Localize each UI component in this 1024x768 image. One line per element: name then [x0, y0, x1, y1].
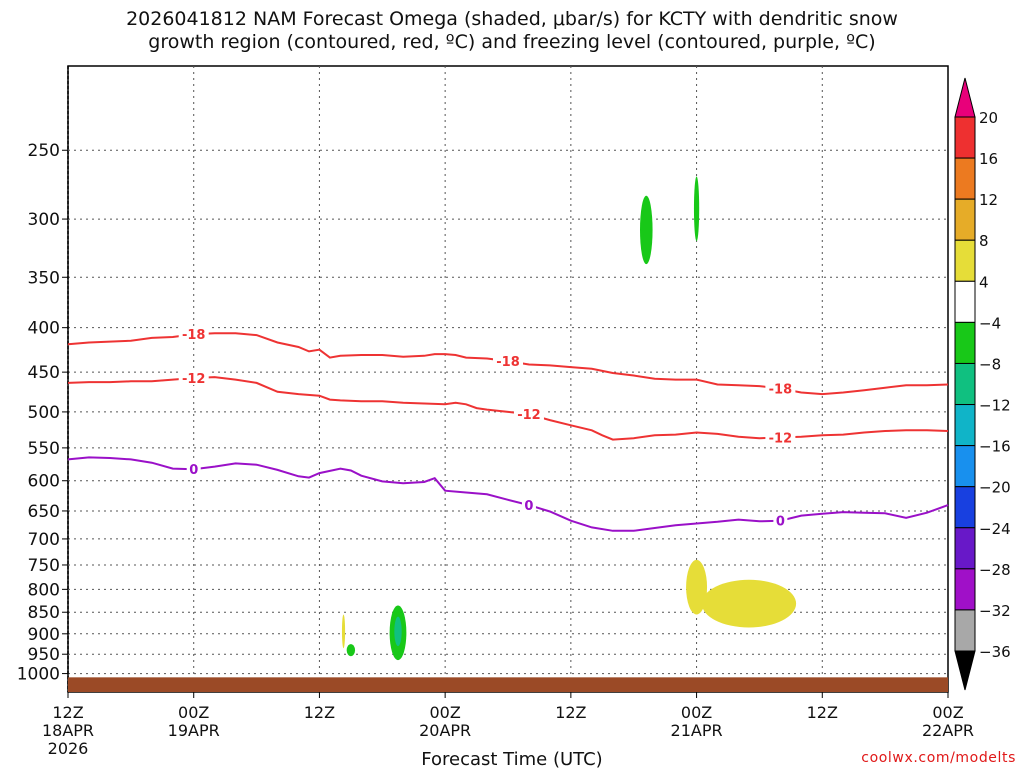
colorbar-label-4: 4 — [979, 273, 989, 291]
x-tick-date-7: 22APR — [922, 721, 974, 740]
colorbar-label-3: 8 — [979, 232, 989, 250]
contour-label-1-1: -12 — [517, 408, 541, 423]
colorbar-label-2: 12 — [979, 191, 998, 209]
x-tick-date-1: 19APR — [168, 721, 220, 740]
colorbar-label-6: −8 — [979, 355, 1001, 373]
title-line-2: growth region (contoured, red, ºC) and f… — [148, 31, 876, 53]
colorbar-label-13: −36 — [979, 643, 1011, 661]
y-axis-ticks: 2503003504004505005506006507007508008509… — [17, 141, 68, 685]
colorbar-label-11: −28 — [979, 561, 1011, 579]
omega-region-6 — [686, 559, 708, 615]
colorbar-label-1: 16 — [979, 150, 998, 168]
colorbar-cell-6 — [954, 362, 976, 406]
colorbar-cell-1 — [954, 157, 976, 200]
contour-lines: -18 -18 -18 -12 -12 -12 0 0 0 — [67, 326, 949, 532]
title-line-1: 2026041812 NAM Forecast Omega (shaded, μ… — [126, 8, 898, 30]
contour-label-bg-0-1 — [493, 353, 523, 369]
contour-label-bg-2-1 — [521, 497, 536, 513]
contour-label-1-2: -12 — [769, 431, 793, 446]
contour-label-2-2: 0 — [776, 515, 785, 530]
x-axis-label: Forecast Time (UTC) — [421, 749, 602, 768]
y-tick-label-250: 250 — [28, 141, 60, 161]
y-tick-label-850: 850 — [28, 603, 60, 623]
x-tick-label-6: 12Z — [807, 703, 838, 722]
x-tick-label-0: 12Z — [52, 703, 83, 722]
y-tick-label-900: 900 — [28, 625, 60, 645]
contour-label-bg-1-1 — [513, 406, 544, 422]
contour-label-bg-2-0 — [186, 461, 201, 477]
omega-region-5 — [341, 614, 346, 649]
y-tick-label-800: 800 — [28, 580, 60, 600]
colorbar-cell-0 — [954, 116, 976, 159]
plot-area — [67, 65, 949, 693]
omega-shading — [341, 176, 797, 661]
contour-label-bg-0-0 — [178, 326, 209, 342]
contour-label-bg-1-0 — [178, 369, 209, 385]
contour-label-0-1: -18 — [496, 355, 520, 370]
contour-label-2-0: 0 — [189, 463, 198, 478]
colorbar-label-10: −24 — [979, 520, 1011, 538]
colorbar-cell-10 — [954, 527, 976, 570]
omega-region-3 — [394, 616, 402, 647]
contour-label-1-0: -12 — [182, 372, 206, 387]
y-tick-label-700: 700 — [28, 530, 60, 550]
colorbar-cell-2 — [954, 198, 976, 241]
terrain-layer — [68, 677, 948, 692]
x-tick-year-0: 2026 — [48, 739, 89, 758]
contour-label-2-1: 0 — [524, 499, 533, 514]
x-tick-date-5: 21APR — [671, 721, 723, 740]
contour-line-2 — [67, 456, 949, 532]
omega-region-0 — [640, 195, 653, 265]
colorbar-label-5: −4 — [979, 314, 1001, 332]
chart-title: 2026041812 NAM Forecast Omega (shaded, μ… — [0, 8, 1024, 54]
colorbar-cell-11 — [954, 568, 976, 611]
y-tick-label-950: 950 — [28, 645, 60, 665]
colorbar-cell-8 — [954, 445, 976, 488]
contour-label-0-0: -18 — [182, 328, 206, 343]
y-tick-label-300: 300 — [28, 210, 60, 230]
colorbar-bottom-arrow — [954, 650, 976, 691]
terrain-band — [68, 677, 948, 692]
colorbar-top-arrow — [954, 77, 976, 118]
credit-link[interactable]: coolwx.com/modelts — [861, 750, 1016, 766]
colorbar-cell-12 — [954, 609, 976, 652]
y-tick-label-750: 750 — [28, 556, 60, 576]
y-tick-label-650: 650 — [28, 502, 60, 522]
colorbar-cell-3 — [954, 239, 976, 282]
x-tick-label-4: 12Z — [555, 703, 586, 722]
contour-label-0-2: -18 — [769, 383, 793, 398]
y-tick-label-550: 550 — [28, 439, 60, 459]
y-tick-label-450: 450 — [28, 363, 60, 383]
omega-region-7 — [701, 579, 797, 628]
contour-label-bg-2-2 — [773, 512, 788, 528]
colorbar-cell-5 — [954, 321, 976, 364]
colorbar-cell-7 — [954, 404, 976, 447]
x-tick-label-3: 00Z — [429, 703, 460, 722]
x-tick-label-2: 12Z — [304, 703, 335, 722]
x-tick-label-1: 00Z — [178, 703, 209, 722]
colorbar-label-7: −12 — [979, 397, 1011, 415]
colorbar-label-8: −16 — [979, 438, 1011, 456]
contour-label-bg-1-2 — [765, 429, 796, 445]
colorbar-label-12: −32 — [979, 602, 1011, 620]
colorbar-label-0: 20 — [979, 109, 998, 127]
colorbar: 20 16 12 8 4 −4 −8 −12 −16 −20 −24 −28 −32 −36 — [954, 77, 1011, 691]
contour-label-bg-0-2 — [765, 380, 796, 396]
colorbar-cell-4 — [954, 280, 976, 323]
colorbar-label-9: −20 — [979, 479, 1011, 497]
x-tick-label-5: 00Z — [681, 703, 712, 722]
y-tick-label-500: 500 — [28, 403, 60, 423]
omega-region-1 — [693, 176, 700, 242]
x-tick-label-7: 00Z — [932, 703, 963, 722]
y-tick-label-400: 400 — [28, 319, 60, 339]
y-tick-label-1000: 1000 — [17, 665, 60, 685]
x-tick-date-3: 20APR — [419, 721, 471, 740]
omega-region-4 — [346, 644, 356, 657]
x-tick-date-0: 18APR — [42, 721, 94, 740]
y-tick-label-350: 350 — [28, 268, 60, 288]
y-tick-label-600: 600 — [28, 472, 60, 492]
colorbar-cell-9 — [954, 486, 976, 529]
